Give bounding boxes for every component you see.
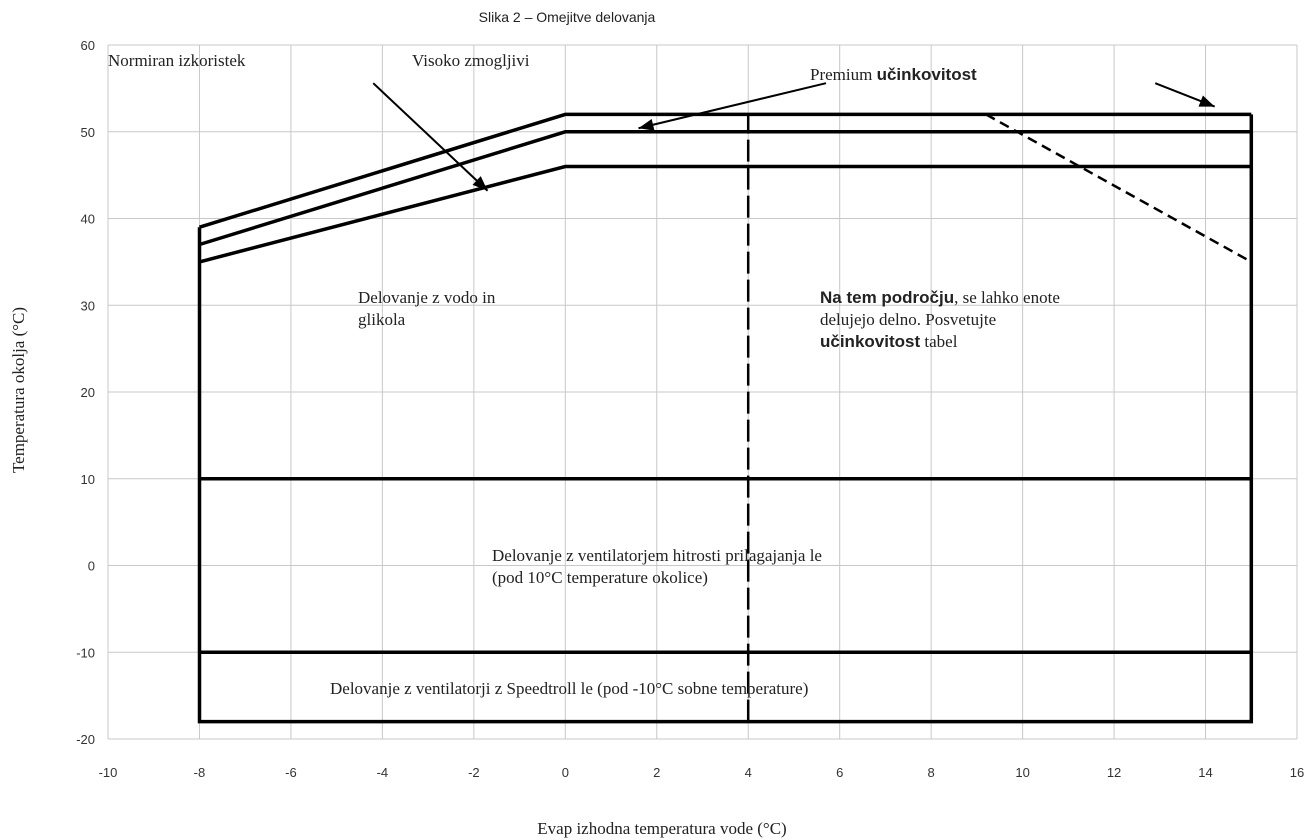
arrow-shaft-1 [372,82,489,192]
x-tick-label: 12 [1107,765,1121,780]
partial-text3: tabel [920,332,958,351]
label-fan-speed: Delovanje z ventilatorjem hitrosti prila… [492,545,822,589]
partial-text1: , se lahko enote [954,288,1060,307]
envelope-line [197,114,1254,724]
arrow-head-1 [472,176,488,191]
x-tick-label: -2 [468,765,480,780]
chart-title: Slika 2 – Omejitve delovanja [479,9,656,25]
x-tick-label: 6 [836,765,843,780]
partial-bold1: Na tem področju [820,288,955,307]
arrow-head-3 [1198,95,1215,107]
premium-bold-text: učinkovitost [876,65,977,84]
x-tick-label: -8 [194,765,206,780]
x-tick-label: 8 [928,765,935,780]
y-tick-labels: -20 -10 0 10 20 30 40 50 60 [76,38,95,747]
arrows [372,82,1216,192]
fan-line2: (pod 10°C temperature okolice) [492,568,708,587]
y-tick-label: 60 [81,38,95,53]
x-tick-label: 16 [1290,765,1304,780]
arrow-head-2 [638,118,655,131]
label-normiran-izkoristek: Normiran izkoristek [108,51,246,70]
label-water-glycol: Delovanje z vodo in glikola [358,287,495,331]
series-line-1 [199,164,1252,264]
y-axis-title: Temperatura okolja (°C) [9,307,28,473]
y-tick-label: -20 [76,732,95,747]
y-tick-label: 40 [81,212,95,227]
y-tick-label: 20 [81,385,95,400]
x-tick-label: -10 [99,765,118,780]
label-partial-operation: Na tem področju, se lahko enote delujejo… [820,287,1060,353]
premium-text: Premium [810,65,877,84]
boundary-line-4 [985,113,1252,263]
series-line-3 [198,112,1252,229]
partial-line2: delujejo delno. Posvetujte [820,310,997,329]
arrow-shaft-2 [638,82,827,130]
plot-lines [197,112,1254,724]
x-axis-title: Evap izhodna temperatura vode (°C) [537,819,786,838]
water-glycol-line1: Delovanje z vodo in [358,288,496,307]
y-tick-label: -10 [76,645,95,660]
grid-lines [107,44,1298,740]
partial-line3: učinkovitost tabel [820,331,1060,353]
label-visoko-zmogljivi: Visoko zmogljivi [412,51,530,70]
fan-line1: Delovanje z ventilatorjem hitrosti prila… [492,546,822,565]
label-speedtroll: Delovanje z ventilatorji z Speedtroll le… [330,679,809,698]
x-tick-label: 10 [1015,765,1029,780]
x-tick-label: 4 [745,765,752,780]
partial-bold2: učinkovitost [820,332,921,351]
series-line-2 [198,130,1252,247]
x-tick-label: -6 [285,765,297,780]
x-tick-label: -4 [377,765,389,780]
x-tick-labels: -10 -8 -6 -4 -2 0 2 4 6 8 10 12 14 16 [99,765,1305,780]
y-tick-label: 0 [88,559,95,574]
label-premium-ucinkovitost: Premium učinkovitost [810,64,977,86]
water-glycol-line2: glikola [358,310,406,329]
x-tick-label: 0 [562,765,569,780]
x-tick-label: 14 [1198,765,1212,780]
y-tick-label: 30 [81,298,95,313]
y-tick-label: 50 [81,125,95,140]
partial-line1: Na tem področju, se lahko enote [820,287,1060,309]
y-tick-label: 10 [81,472,95,487]
x-tick-label: 2 [653,765,660,780]
